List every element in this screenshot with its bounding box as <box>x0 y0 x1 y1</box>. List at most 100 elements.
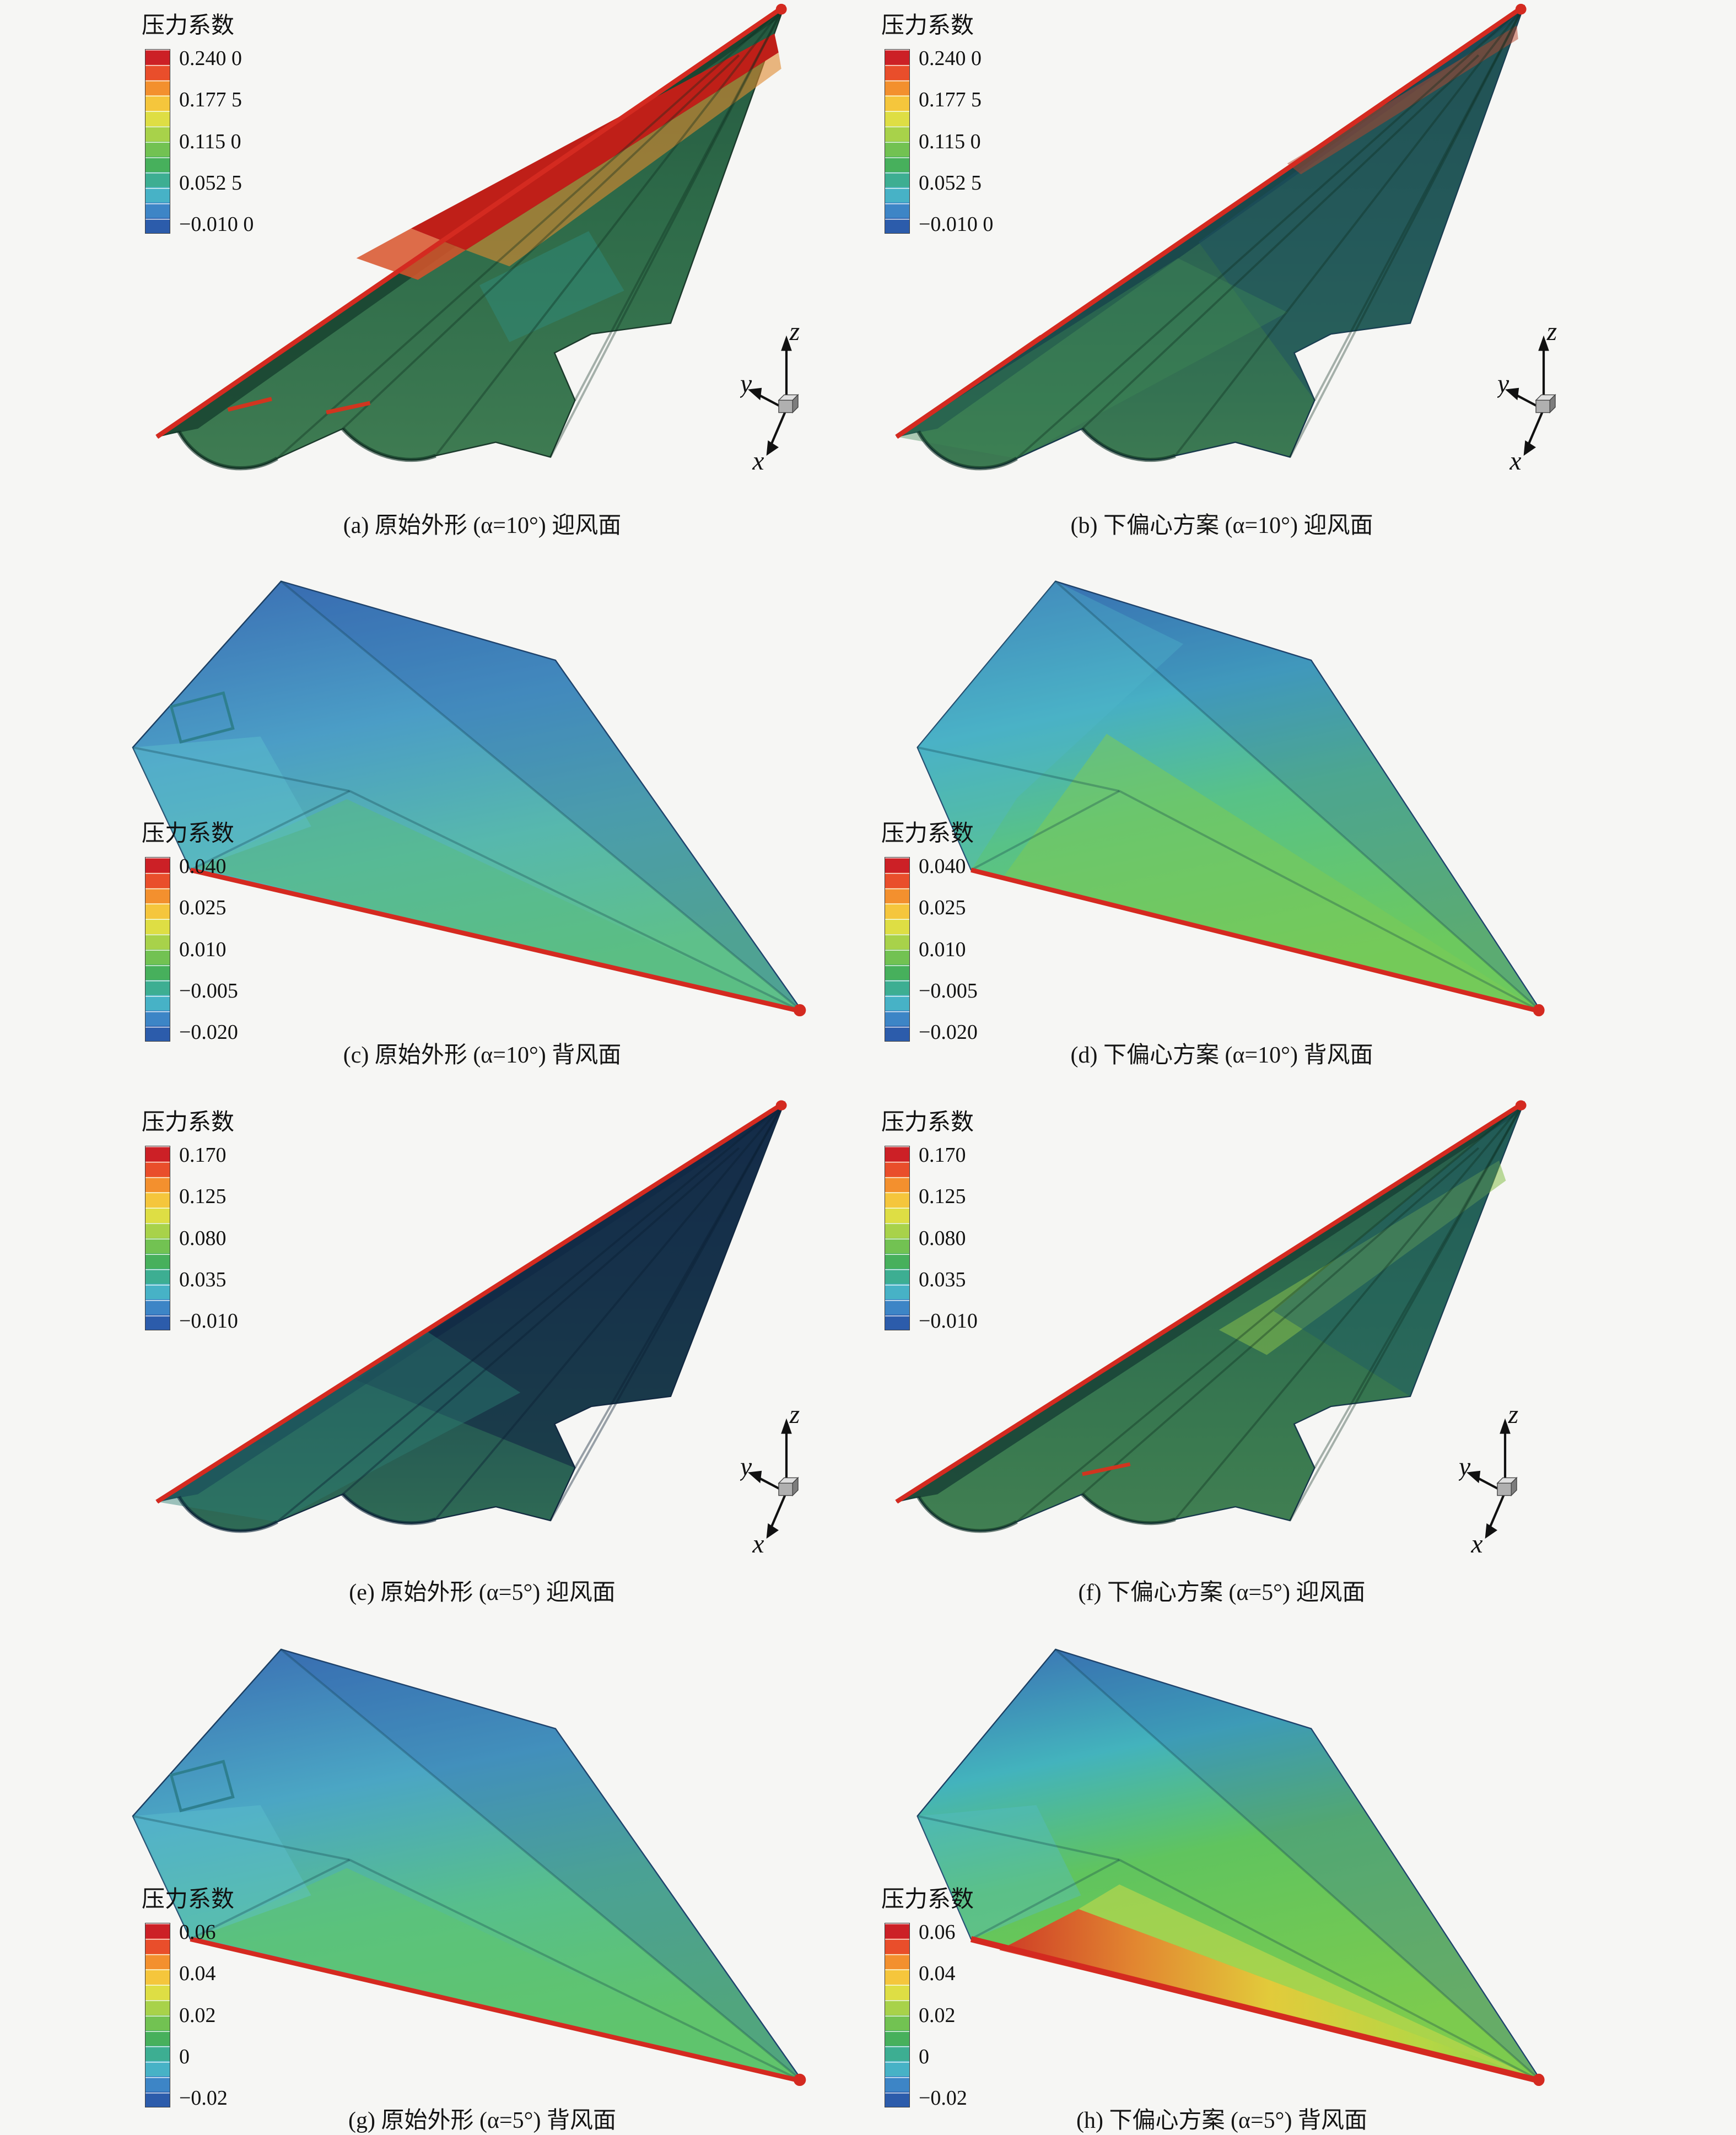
colorbar-tick: 0 <box>919 2045 929 2068</box>
colorbar-gradient <box>885 49 910 234</box>
colorbar-tick: 0.240 0 <box>179 46 242 70</box>
caption-h: (h) 下偏心方案 (α=5°) 背风面 <box>1076 2108 1367 2133</box>
colorbar-gradient <box>145 49 170 234</box>
colorbar-scale: 0.06 0.04 0.02 0 −0.02 <box>880 1921 1045 2110</box>
axis-triad-b: z y x <box>1497 317 1557 474</box>
colorbar-title: 压力系数 <box>142 13 235 39</box>
colorbar-tick: 0.010 <box>179 937 227 961</box>
trailing-edge-line <box>190 1937 804 2084</box>
colorbar-tick: 0 <box>179 2045 190 2068</box>
cyan-body-bump <box>132 1805 311 1939</box>
colorbar-e: 压力系数 0.170 0.125 0.080 0.035 −0.010 <box>141 1103 306 1333</box>
colorbar-tick: 0.240 0 <box>919 46 982 70</box>
colorbar-tick: −0.020 <box>919 1021 978 1044</box>
colorbar-tick: 0.025 <box>919 896 966 920</box>
colorbar-tick: 0.177 5 <box>179 88 242 112</box>
colorbar-tick: 0.177 5 <box>919 88 982 112</box>
colorbar-title: 压力系数 <box>142 1110 235 1135</box>
colorbar-g: 压力系数 0.06 0.04 0.02 0 −0.02 <box>141 1880 306 2110</box>
colorbar-tick: 0.02 <box>179 2003 216 2027</box>
tail-stagnation-point <box>793 1004 806 1017</box>
hatch-outline <box>169 691 235 744</box>
warm-pressure-band <box>999 1908 1541 2082</box>
colorbar-tick: 0.052 5 <box>179 171 242 195</box>
colorbar-tick: 0.052 5 <box>919 171 982 195</box>
colorbar-tick: 0.04 <box>179 1962 216 1986</box>
colorbar-tick: 0.115 0 <box>179 130 241 153</box>
inlet-scoop-shading <box>177 427 436 471</box>
colorbar-scale: 0.170 0.125 0.080 0.035 −0.010 <box>141 1143 306 1333</box>
tail-stagnation-point <box>1533 2073 1545 2087</box>
axis-label-z: z <box>789 317 800 346</box>
cool-pressure-region <box>1198 6 1524 401</box>
tail-stagnation-point <box>1533 1004 1545 1017</box>
contour-plot-windward-e <box>155 1100 787 1533</box>
colorbar-tick: 0.170 <box>179 1143 227 1167</box>
colorbar-tick: 0.06 <box>179 1920 216 1944</box>
leading-edge-line <box>155 4 786 439</box>
axis-triad-f: z y x <box>1459 1400 1518 1557</box>
axis-label-x: x <box>1509 447 1521 474</box>
colorbar-scale: 0.040 0.025 0.010 −0.005 −0.020 <box>880 855 1045 1044</box>
origin-cube <box>1496 1476 1518 1497</box>
inlet-scoop-shading <box>916 427 1176 471</box>
colorbar-tick: −0.005 <box>919 979 978 1002</box>
wing-bright-patch <box>896 258 1287 459</box>
caption-b: (b) 下偏心方案 (α=10°) 迎风面 <box>1070 513 1373 538</box>
teal-wing-patch <box>157 1330 521 1522</box>
colorbar-gradient <box>145 1146 170 1330</box>
trailing-edge-line <box>190 867 804 1014</box>
caption-a: (a) 原始外形 (α=10°) 迎风面 <box>343 513 622 538</box>
axis-triad-a: z y x <box>740 317 800 474</box>
nose-stagnation-point <box>775 3 787 15</box>
colorbar-scale: 0.240 0 0.177 5 0.115 0 0.052 5 −0.010 0 <box>141 46 306 236</box>
origin-cube <box>1535 393 1556 414</box>
mid-pressure-patch <box>479 231 624 342</box>
cyan-body-bump <box>132 736 311 870</box>
nose-stagnation-point <box>775 1100 787 1110</box>
surface-creases <box>1016 1102 1525 1523</box>
colorbar-tick: 0.115 0 <box>919 130 981 153</box>
yellow-fade-band <box>1078 1884 1541 2082</box>
axis-label-z: z <box>1546 317 1557 346</box>
inlet-scoop-shading <box>177 1493 436 1533</box>
caption-g: (g) 原始外形 (α=5°) 背风面 <box>348 2108 616 2133</box>
axis-lines <box>1513 346 1545 446</box>
leading-edge-line <box>895 1101 1525 1504</box>
colorbar-title: 压力系数 <box>881 821 974 847</box>
contour-plot-windward-a <box>155 3 787 471</box>
nose-stagnation-point <box>1515 3 1527 15</box>
tail-stagnation-point <box>793 2073 806 2087</box>
surface-creases <box>917 580 1542 1013</box>
colorbar-tick: 0.080 <box>919 1226 966 1250</box>
leading-edge-line <box>155 1101 786 1504</box>
axis-label-z: z <box>789 1400 800 1429</box>
dark-low-pressure-region <box>356 1103 784 1468</box>
low-pressure-top-facet <box>281 1649 803 2082</box>
colorbar-tick: 0.025 <box>179 896 227 920</box>
colorbar-scale: 0.170 0.125 0.080 0.035 −0.010 <box>880 1144 1045 1333</box>
cyan-body-bump <box>917 1805 1081 1939</box>
colorbar-scale: 0.040 0.025 0.010 −0.005 −0.020 <box>141 855 306 1044</box>
colorbar-gradient <box>145 1923 170 2107</box>
colorbar-tick: −0.005 <box>179 979 238 1002</box>
colorbar-b: 压力系数 0.240 0 0.177 5 0.115 0 0.052 5 −0.… <box>880 7 1045 236</box>
colorbar-tick: 0.010 <box>919 937 966 961</box>
axis-arrowheads <box>1505 335 1549 456</box>
colorbar-scale: 0.06 0.04 0.02 0 −0.02 <box>141 1920 306 2110</box>
axis-lines <box>756 1429 788 1529</box>
axis-label-y: y <box>740 370 752 398</box>
colorbar-scale: 0.240 0 0.177 5 0.115 0 0.052 5 −0.010 0 <box>880 46 1045 236</box>
colorbar-tick: 0.080 <box>179 1226 227 1250</box>
caption-f: (f) 下偏心方案 (α=5°) 迎风面 <box>1078 1580 1366 1605</box>
green-pressure-belt <box>196 1868 803 2082</box>
leading-edge-line <box>895 4 1525 439</box>
colorbar-h: 压力系数 0.06 0.04 0.02 0 −0.02 <box>880 1880 1045 2110</box>
caption-d: (d) 下偏心方案 (α=10°) 背风面 <box>1070 1043 1373 1068</box>
axis-label-y: y <box>740 1453 752 1481</box>
surface-creases <box>276 1102 785 1523</box>
colorbar-title: 压力系数 <box>142 821 235 847</box>
green-pressure-belt <box>1004 734 1541 1012</box>
surface-creases <box>276 6 785 460</box>
colorbar-title: 压力系数 <box>881 13 974 39</box>
